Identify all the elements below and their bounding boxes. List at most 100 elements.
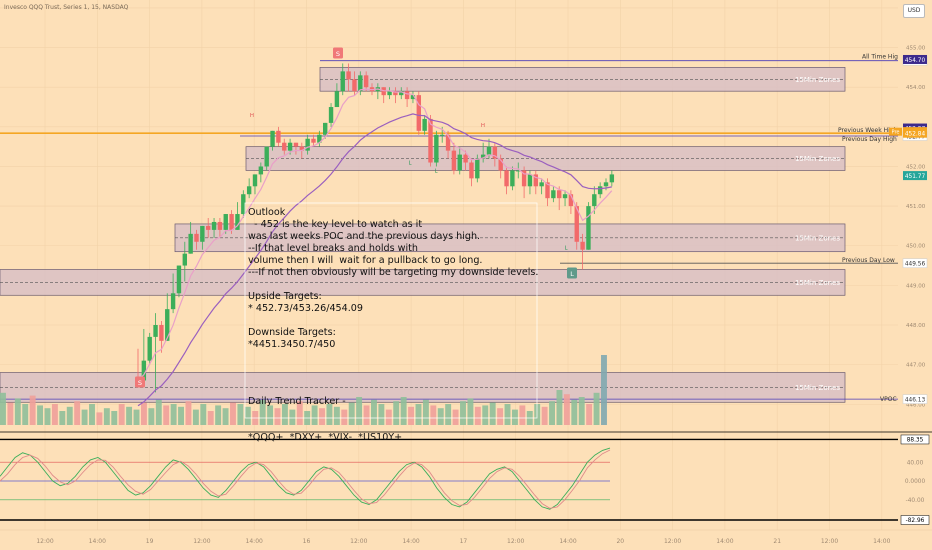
zone-label: 15Min Zones bbox=[795, 384, 840, 392]
note-line bbox=[248, 315, 536, 327]
volume-bar bbox=[578, 397, 585, 425]
candle-body bbox=[463, 154, 468, 163]
outlook-note: Outlook - 452 is the key level to watch … bbox=[248, 207, 539, 351]
candle-body bbox=[270, 130, 275, 147]
grid bbox=[0, 0, 898, 530]
price-tick-label: 451.00 bbox=[906, 204, 926, 210]
volume-bar bbox=[29, 395, 36, 425]
candle-body bbox=[498, 158, 503, 171]
candle-body bbox=[211, 221, 217, 230]
note-line bbox=[248, 279, 536, 291]
level-label: Previous Week High bbox=[838, 127, 898, 134]
time-tick-label: 19 bbox=[146, 538, 154, 545]
time-tick-label: 12:00 bbox=[36, 538, 53, 545]
candle-body bbox=[393, 91, 398, 96]
candle-body bbox=[217, 221, 223, 230]
candle-body bbox=[486, 146, 492, 155]
volume-bar bbox=[556, 390, 563, 425]
volume-bar bbox=[178, 406, 184, 425]
volume-bar bbox=[497, 408, 504, 425]
volume-bar bbox=[445, 404, 452, 425]
note-line: * 452.73/453.26/454.09 bbox=[248, 303, 364, 314]
price-tick-label: 447.00 bbox=[906, 363, 926, 369]
candle-body bbox=[545, 182, 550, 199]
note-line: Downside Targets: bbox=[248, 327, 336, 338]
candle-body bbox=[516, 170, 521, 172]
axis-background bbox=[898, 0, 932, 550]
volume-bar bbox=[44, 408, 51, 425]
volume-bar bbox=[422, 399, 429, 425]
note-line: Outlook bbox=[248, 207, 286, 218]
currency-button[interactable]: USD bbox=[903, 4, 925, 18]
moving-averages bbox=[137, 88, 613, 407]
volume-bar bbox=[326, 404, 333, 425]
volume-bar bbox=[437, 408, 444, 425]
osc-badge bbox=[900, 434, 930, 445]
candle-body bbox=[475, 158, 480, 179]
candle-body bbox=[603, 182, 609, 187]
candle-body bbox=[252, 174, 258, 187]
candle-body bbox=[176, 265, 182, 294]
volume-bar bbox=[319, 408, 325, 425]
time-tick-label: 21 bbox=[773, 538, 781, 545]
candle-body bbox=[504, 170, 509, 187]
price-badge-text: 454.70 bbox=[905, 58, 926, 64]
volume-bar bbox=[400, 397, 407, 425]
candle-body bbox=[539, 182, 544, 187]
volume-bar bbox=[200, 404, 207, 425]
signal-marker bbox=[567, 267, 577, 279]
volume-bar bbox=[378, 404, 385, 425]
note-line: Upside Targets: bbox=[248, 291, 322, 302]
volume-bar bbox=[393, 401, 400, 425]
candle-body bbox=[165, 309, 170, 341]
volume-bar bbox=[474, 406, 481, 425]
candle-body bbox=[416, 95, 421, 131]
price-badge bbox=[903, 54, 927, 64]
volume-bar bbox=[593, 392, 600, 425]
hl-letter: H bbox=[250, 113, 254, 119]
note-line: ---If not then obviously will be targeti… bbox=[248, 267, 539, 278]
candle-body bbox=[422, 118, 427, 131]
note-line: *4451.3450.7/450 bbox=[248, 339, 336, 350]
volume-bar bbox=[59, 411, 66, 425]
level-badge-text: 446.13 bbox=[905, 397, 926, 403]
osc-line-b bbox=[0, 449, 611, 509]
volume-bar bbox=[155, 399, 162, 425]
volume-bar bbox=[267, 405, 274, 425]
time-axis[interactable]: 12:00 14:00 19 12:00 14:00 16 12:00 14:00 17 12:0… bbox=[0, 529, 932, 545]
candle-body bbox=[387, 91, 392, 96]
volume-bar bbox=[14, 398, 21, 425]
zone-label: 15Min Zones bbox=[795, 155, 840, 163]
volume-bar bbox=[89, 404, 95, 425]
note-line: - 452 is the key level to watch as it bbox=[248, 219, 423, 230]
ema-fast-line bbox=[137, 88, 613, 381]
zone-label: 15Min Zones bbox=[795, 234, 840, 242]
signal-marker-text: S bbox=[336, 50, 340, 58]
time-tick-label: 16 bbox=[303, 538, 311, 545]
candle-body bbox=[609, 174, 615, 183]
oscillator-pane: 88.35 40.00 0.0000 -40.00 -82.96 bbox=[0, 431, 932, 525]
candle-body bbox=[451, 150, 457, 171]
volume-bar bbox=[185, 401, 192, 425]
candle-body bbox=[352, 79, 357, 92]
candle-body bbox=[328, 107, 334, 123]
volume-bar bbox=[333, 406, 340, 425]
level-badge bbox=[902, 394, 928, 404]
volume-bar bbox=[118, 404, 125, 425]
time-tick-label: 12:00 bbox=[350, 538, 367, 545]
volume-bar bbox=[215, 405, 222, 425]
note-line: was last weeks POC and the previous days… bbox=[248, 231, 481, 242]
time-tick-label: 14:00 bbox=[873, 538, 890, 545]
zone-label: 15Min Zones bbox=[795, 76, 840, 84]
time-tick-label: 12:00 bbox=[664, 538, 681, 545]
volume-bar bbox=[133, 409, 140, 425]
candle-body bbox=[170, 293, 176, 310]
candle-body bbox=[346, 71, 351, 80]
hl-letter: L bbox=[408, 161, 412, 167]
time-tick-label: 14:00 bbox=[89, 538, 106, 545]
volume-bar bbox=[259, 399, 266, 425]
candle-body bbox=[317, 134, 322, 143]
candle-body bbox=[434, 134, 439, 163]
symbol-header[interactable]: Invesco QQQ Trust, Series 1, 15, NASDAQ bbox=[4, 4, 129, 11]
